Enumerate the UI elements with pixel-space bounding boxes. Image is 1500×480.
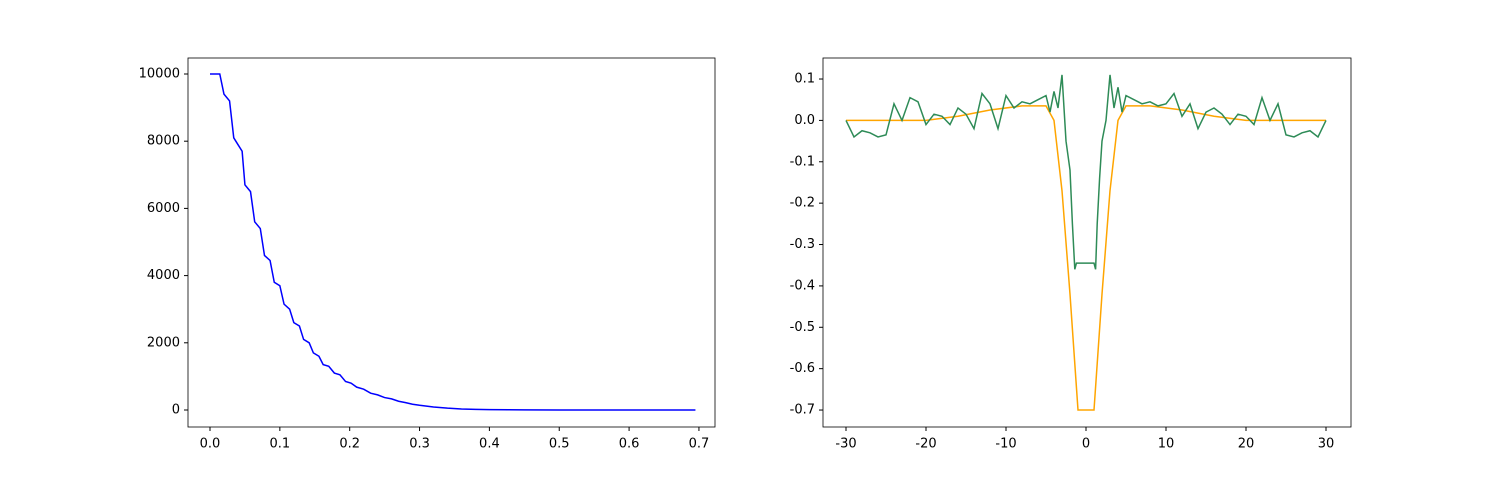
y-tick-label: 2000	[147, 335, 180, 350]
x-tick-label: 0.3	[409, 437, 430, 452]
y-tick-label: -0.6	[790, 361, 815, 376]
x-tick-label: 0	[1082, 437, 1090, 452]
x-tick-label: 30	[1318, 437, 1335, 452]
axes-frame	[822, 57, 1352, 428]
y-tick-label: -0.7	[790, 403, 815, 418]
y-tick-label: 4000	[147, 268, 180, 283]
x-tick-label: 10	[1158, 437, 1175, 452]
data-line	[210, 73, 696, 411]
x-tick-label: 0.5	[549, 437, 570, 452]
x-tick-label: 0.7	[689, 437, 710, 452]
data-line	[846, 105, 1326, 411]
y-tick-label: 0.1	[794, 72, 815, 87]
y-tick-label: -0.3	[790, 237, 815, 252]
x-tick-label: 0.1	[270, 437, 291, 452]
axes-frame	[187, 57, 716, 428]
y-tick-label: 0.0	[794, 113, 815, 128]
y-tick-label: 6000	[147, 201, 180, 216]
x-tick-label: 0.4	[479, 437, 500, 452]
y-tick-label: -0.5	[790, 320, 815, 335]
x-tick-label: 20	[1238, 437, 1255, 452]
x-tick-label: -20	[915, 437, 936, 452]
data-line	[845, 74, 1327, 270]
y-tick-label: -0.2	[790, 196, 815, 211]
x-tick-label: 0.0	[200, 437, 221, 452]
y-tick-label: 8000	[147, 134, 180, 149]
x-tick-label: -10	[995, 437, 1016, 452]
x-tick-label: 0.2	[339, 437, 360, 452]
y-tick-label: 0	[172, 402, 180, 417]
x-tick-label: 0.6	[619, 437, 640, 452]
y-tick-label: -0.1	[790, 154, 815, 169]
y-tick-label: -0.4	[790, 278, 815, 293]
y-tick-label: 10000	[139, 66, 180, 81]
x-tick-label: -30	[835, 437, 856, 452]
